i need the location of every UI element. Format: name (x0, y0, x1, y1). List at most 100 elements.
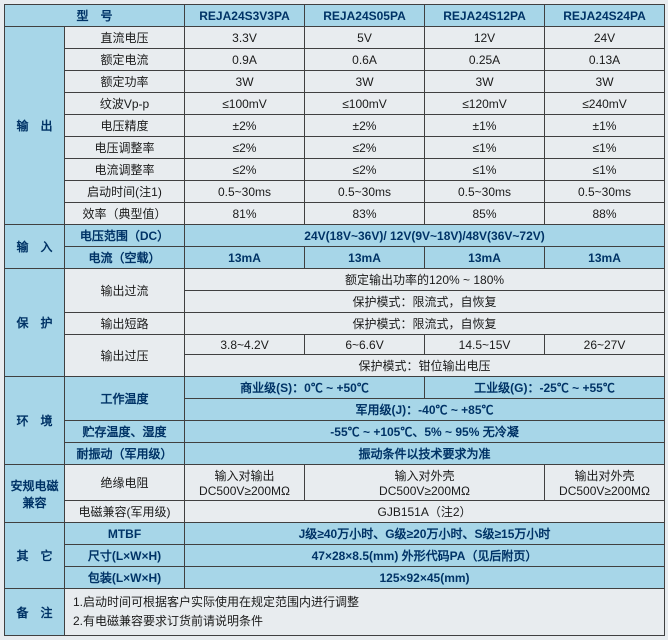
out-row7-v1: 0.5~30ms (305, 181, 425, 203)
out-row8-v1: 83% (305, 203, 425, 225)
emc-insul-c1: 输入对输出 DC500V≥200MΩ (185, 465, 305, 501)
out-row7-label: 启动时间(注1) (65, 181, 185, 203)
env-vib-val: 振动条件以技术要求为准 (185, 443, 665, 465)
emc-insul-c2-l1: 输入对外壳 (309, 467, 540, 484)
section-emc: 安规电磁兼容 (5, 465, 65, 523)
prot-ov-v2: 14.5~15V (425, 335, 545, 355)
model-label: 型 号 (5, 5, 185, 27)
emc-insul-c1-l1: 输入对输出 (189, 467, 300, 484)
out-row6-v2: ≤1% (425, 159, 545, 181)
emc-insul-c1-l2: DC500V≥200MΩ (189, 484, 300, 498)
prot-ov-label: 输出过压 (65, 335, 185, 377)
out-row2-v0: 3W (185, 71, 305, 93)
emc-insul-c3-l1: 输出对外壳 (549, 467, 660, 484)
env-vib-label: 耐振动（军用级） (65, 443, 185, 465)
prot-ov-mode: 保护模式：钳位输出电压 (185, 355, 665, 377)
other-mtbf-label: MTBF (65, 523, 185, 545)
out-row2-v3: 3W (545, 71, 665, 93)
model-2: REJA24S12PA (425, 5, 545, 27)
other-size-label: 尺寸(L×W×H) (65, 545, 185, 567)
out-row0-v2: 12V (425, 27, 545, 49)
out-row5-v1: ≤2% (305, 137, 425, 159)
in-cur-v3: 13mA (545, 247, 665, 269)
out-row0-v1: 5V (305, 27, 425, 49)
section-protect: 保 护 (5, 269, 65, 377)
env-temp-ind: 工业级(G)：-25℃ ~ +55℃ (425, 377, 665, 399)
out-row3-v1: ≤100mV (305, 93, 425, 115)
out-row6-v3: ≤1% (545, 159, 665, 181)
out-row4-v0: ±2% (185, 115, 305, 137)
out-row8-v2: 85% (425, 203, 545, 225)
out-row2-v1: 3W (305, 71, 425, 93)
env-storage-val: -55℃ ~ +105℃、5% ~ 95% 无冷凝 (185, 421, 665, 443)
out-row3-v3: ≤240mV (545, 93, 665, 115)
in-volt-label: 电压范围（DC） (65, 225, 185, 247)
out-row5-v0: ≤2% (185, 137, 305, 159)
in-cur-v1: 13mA (305, 247, 425, 269)
env-temp-mil: 军用级(J)：-40℃ ~ +85℃ (185, 399, 665, 421)
spec-table: 型 号 REJA24S3V3PA REJA24S05PA REJA24S12PA… (4, 4, 665, 636)
section-other: 其 它 (5, 523, 65, 589)
out-row8-v3: 88% (545, 203, 665, 225)
prot-oc-label: 输出过流 (65, 269, 185, 313)
out-row4-label: 电压精度 (65, 115, 185, 137)
out-row8-label: 效率（典型值） (65, 203, 185, 225)
model-0: REJA24S3V3PA (185, 5, 305, 27)
emc-insul-c3-l2: DC500V≥200MΩ (549, 484, 660, 498)
out-row4-v1: ±2% (305, 115, 425, 137)
out-row6-v1: ≤2% (305, 159, 425, 181)
emc-emc-val: GJB151A（注2） (185, 501, 665, 523)
prot-ov-v0: 3.8~4.2V (185, 335, 305, 355)
out-row0-v3: 24V (545, 27, 665, 49)
prot-ov-v3: 26~27V (545, 335, 665, 355)
out-row0-v0: 3.3V (185, 27, 305, 49)
out-row7-v0: 0.5~30ms (185, 181, 305, 203)
out-row3-v0: ≤100mV (185, 93, 305, 115)
section-env: 环 境 (5, 377, 65, 465)
out-row2-label: 额定功率 (65, 71, 185, 93)
out-row8-v0: 81% (185, 203, 305, 225)
model-1: REJA24S05PA (305, 5, 425, 27)
out-row1-v0: 0.9A (185, 49, 305, 71)
emc-emc-label: 电磁兼容(军用级) (65, 501, 185, 523)
in-volt-val: 24V(18V~36V)/ 12V(9V~18V)/48V(36V~72V) (185, 225, 665, 247)
out-row3-v2: ≤120mV (425, 93, 545, 115)
out-row6-v0: ≤2% (185, 159, 305, 181)
out-row1-v3: 0.13A (545, 49, 665, 71)
out-row1-v2: 0.25A (425, 49, 545, 71)
out-row0-label: 直流电压 (65, 27, 185, 49)
model-3: REJA24S24PA (545, 5, 665, 27)
out-row4-v3: ±1% (545, 115, 665, 137)
out-row1-label: 额定电流 (65, 49, 185, 71)
out-row1-v1: 0.6A (305, 49, 425, 71)
section-input: 输 入 (5, 225, 65, 269)
section-output: 输 出 (5, 27, 65, 225)
other-pack-val: 125×92×45(mm) (185, 567, 665, 589)
section-notes: 备 注 (5, 589, 65, 636)
in-cur-label: 电流（空载） (65, 247, 185, 269)
other-mtbf-val: J级≥40万小时、G级≥20万小时、S级≥15万小时 (185, 523, 665, 545)
other-pack-label: 包装(L×W×H) (65, 567, 185, 589)
emc-insul-label: 绝缘电阻 (65, 465, 185, 501)
out-row6-label: 电流调整率 (65, 159, 185, 181)
emc-insul-c2-l2: DC500V≥200MΩ (309, 484, 540, 498)
out-row5-v2: ≤1% (425, 137, 545, 159)
note-1: 1.启动时间可根据客户实际使用在规定范围内进行调整 (73, 593, 656, 612)
out-row3-label: 纹波Vp-p (65, 93, 185, 115)
out-row7-v3: 0.5~30ms (545, 181, 665, 203)
out-row2-v2: 3W (425, 71, 545, 93)
emc-insul-c3: 输出对外壳 DC500V≥200MΩ (545, 465, 665, 501)
prot-oc-val1: 额定输出功率的120% ~ 180% (185, 269, 665, 291)
prot-short-val: 保护模式：限流式，自恢复 (185, 313, 665, 335)
notes-body: 1.启动时间可根据客户实际使用在规定范围内进行调整 2.有电磁兼容要求订货前请说… (65, 589, 665, 636)
prot-ov-v1: 6~6.6V (305, 335, 425, 355)
emc-insul-c2: 输入对外壳 DC500V≥200MΩ (305, 465, 545, 501)
env-temp-comm: 商业级(S)：0℃ ~ +50℃ (185, 377, 425, 399)
env-storage-label: 贮存温度、湿度 (65, 421, 185, 443)
prot-oc-val2: 保护模式：限流式，自恢复 (185, 291, 665, 313)
out-row5-v3: ≤1% (545, 137, 665, 159)
prot-short-label: 输出短路 (65, 313, 185, 335)
out-row5-label: 电压调整率 (65, 137, 185, 159)
out-row7-v2: 0.5~30ms (425, 181, 545, 203)
other-size-val: 47×28×8.5(mm) 外形代码PA（见后附页） (185, 545, 665, 567)
